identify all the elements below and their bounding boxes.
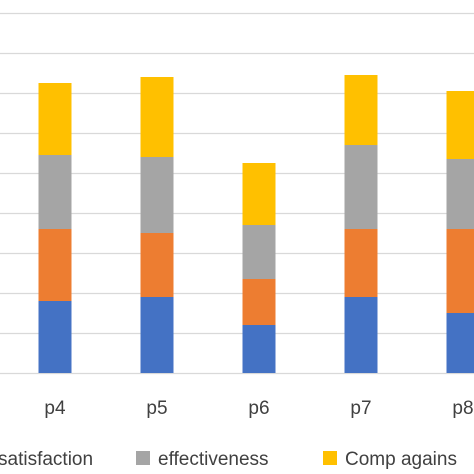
x-tick-label: p8 <box>452 398 473 419</box>
bar-p7-series-4 <box>344 75 378 145</box>
legend-swatch <box>136 451 150 465</box>
x-tick-label: p5 <box>146 398 167 419</box>
legend-label: effectiveness <box>158 449 269 470</box>
legend: satisfaction effectiveness Comp agains <box>0 449 457 470</box>
x-tick-labels: p4 p5 p6 p7 p8 <box>44 398 473 419</box>
bar-p8-series-4 <box>446 91 474 159</box>
bar-p6-series-4 <box>242 163 276 225</box>
bar-p8-series-3 <box>446 159 474 229</box>
bar-p5-series-2 <box>140 233 174 297</box>
bar-p6-series-1 <box>242 325 276 373</box>
bar-p4-series-1 <box>38 301 72 373</box>
bar-p7-series-3 <box>344 145 378 229</box>
bar-p6-series-2 <box>242 279 276 325</box>
bar-p6-series-3 <box>242 225 276 279</box>
x-tick-label: p7 <box>350 398 371 419</box>
bar-p5-series-4 <box>140 77 174 157</box>
bar-p5-series-1 <box>140 297 174 373</box>
bar-p4-series-4 <box>38 83 72 155</box>
bar-p5-series-3 <box>140 157 174 233</box>
legend-label: satisfaction <box>0 449 93 470</box>
bar-p7-series-2 <box>344 229 378 297</box>
bar-p7-series-1 <box>344 297 378 373</box>
bar-p8-series-1 <box>446 313 474 373</box>
bar-p4-series-2 <box>38 229 72 301</box>
bar-p8-series-2 <box>446 229 474 313</box>
bars <box>38 75 474 373</box>
legend-swatch <box>323 451 337 465</box>
gridlines <box>0 12 474 375</box>
x-tick-label: p4 <box>44 398 66 419</box>
x-tick-label: p6 <box>248 398 269 419</box>
bar-p4-series-3 <box>38 155 72 229</box>
legend-label: Comp agains <box>345 449 457 470</box>
